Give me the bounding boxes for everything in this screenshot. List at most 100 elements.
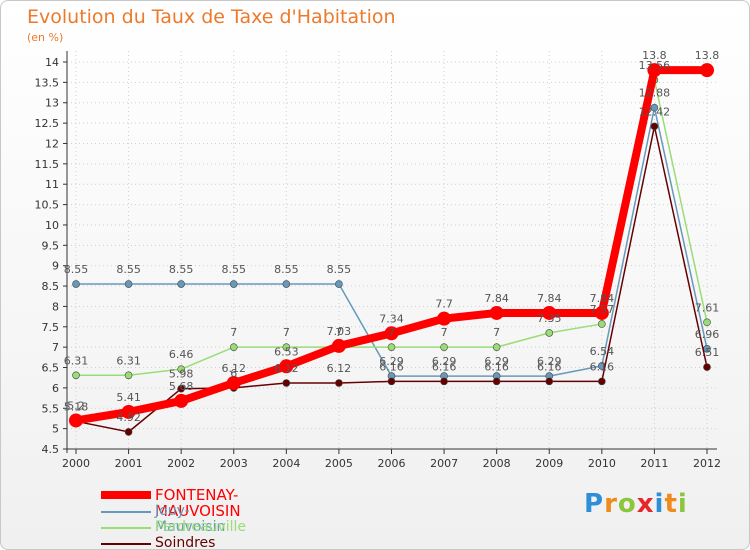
- data-label-perdreauville: 7.61: [695, 301, 720, 314]
- y-tick-label: 6: [52, 382, 59, 395]
- data-label-soindres: 6.16: [379, 360, 404, 373]
- x-tick-label: 2002: [167, 457, 195, 470]
- data-label-soindres: 6.51: [695, 346, 720, 359]
- data-point-soindres: [545, 377, 554, 386]
- x-tick-label: 2010: [588, 457, 616, 470]
- x-tick-label: 2004: [272, 457, 300, 470]
- logo-letter: t: [664, 489, 678, 519]
- proxiti-logo: Proxiti: [584, 489, 688, 519]
- data-point-soindres: [387, 377, 396, 386]
- data-point-fontenay-mauvoisin: [69, 413, 83, 428]
- data-label-soindres: 6.12: [327, 362, 352, 375]
- data-label-soindres: 4.92: [116, 411, 141, 424]
- logo-letter: i: [654, 489, 665, 519]
- data-point-jouy-mauvoisin: [650, 103, 659, 112]
- y-tick-label: 7: [52, 341, 59, 354]
- data-point-fontenay-mauvoisin: [279, 359, 294, 374]
- x-tick-label: 2001: [115, 457, 143, 470]
- y-tick-label: 5: [52, 423, 59, 436]
- x-tick-label: 2005: [325, 457, 353, 470]
- data-point-soindres: [650, 122, 659, 131]
- data-label-fontenay-mauvoisin: 13.8: [695, 49, 720, 62]
- data-point-perdreauville: [492, 343, 501, 351]
- data-label-perdreauville: 6.31: [116, 354, 141, 367]
- data-point-soindres: [703, 363, 711, 371]
- data-point-fontenay-mauvoisin: [489, 305, 504, 320]
- data-point-jouy-mauvoisin: [124, 280, 133, 288]
- data-label-jouy-mauvoisin: 6.96: [695, 328, 720, 341]
- x-tick-label: 2009: [535, 457, 563, 470]
- data-point-soindres: [124, 428, 133, 436]
- legend-label-jouy: Jouy-Mauvoisin: [155, 503, 226, 535]
- data-label-perdreauville: 7: [283, 326, 290, 339]
- y-tick-label: 14: [45, 56, 59, 69]
- data-label-jouy-mauvoisin: 8.55: [222, 263, 247, 276]
- data-point-jouy-mauvoisin: [177, 280, 185, 288]
- data-label-jouy-mauvoisin: 8.55: [116, 263, 141, 276]
- data-label-jouy-mauvoisin: 6.54: [590, 345, 615, 358]
- data-label-soindres: 6.16: [537, 360, 562, 373]
- data-point-perdreauville: [282, 343, 291, 351]
- legend-label-soindres: Soindres: [155, 535, 216, 550]
- y-tick-label: 13: [45, 97, 59, 110]
- data-label-fontenay-mauvoisin: 6.53: [274, 345, 299, 358]
- data-label-perdreauville: 7: [493, 326, 500, 339]
- y-tick-label: 11: [45, 178, 59, 191]
- data-label-jouy-mauvoisin: 6.29: [432, 355, 457, 368]
- data-label-perdreauville: 7: [335, 326, 342, 339]
- data-label-perdreauville: 7: [230, 326, 237, 339]
- line-chart: 4.5 5 5.5 6 6.5 7 7.5 8 8.5 9 9.5 10 10.5 11 11.5 12 12.…: [35, 49, 722, 470]
- x-tick-label: 2011: [640, 457, 668, 470]
- x-tick-label: 2000: [62, 457, 90, 470]
- legend-label-perdreauville: Perdreauville: [155, 519, 247, 535]
- data-label-jouy-mauvoisin: 6.29: [379, 355, 404, 368]
- y-tick-label: 9.5: [42, 239, 60, 252]
- data-label-soindres: 6.16: [484, 360, 509, 373]
- data-point-fontenay-mauvoisin: [174, 393, 189, 408]
- data-point-soindres: [492, 377, 501, 386]
- data-point-soindres: [335, 379, 343, 387]
- data-point-perdreauville: [177, 365, 185, 373]
- data-label-fontenay-mauvoisin: 5.2: [67, 399, 85, 412]
- y-tick-label: 4.5: [42, 443, 60, 456]
- legend-swatch-fontenay: [101, 491, 151, 499]
- data-point-fontenay-mauvoisin: [121, 404, 136, 419]
- x-tick-label: 2012: [693, 457, 721, 470]
- logo-letter: i: [677, 489, 688, 519]
- data-label-soindres: 6: [230, 367, 237, 380]
- logo-letter: x: [636, 489, 655, 519]
- data-point-perdreauville: [387, 343, 396, 351]
- data-label-fontenay-mauvoisin: 13.8: [642, 49, 667, 62]
- data-point-fontenay-mauvoisin: [594, 305, 609, 320]
- data-point-soindres: [440, 377, 448, 386]
- data-label-soindres: 5.98: [169, 368, 194, 381]
- data-point-fontenay-mauvoisin: [437, 311, 452, 326]
- x-tick-label: 2007: [430, 457, 458, 470]
- y-tick-label: 12: [45, 137, 59, 150]
- data-label-fontenay-mauvoisin: 6.12: [222, 362, 247, 375]
- data-point-soindres: [598, 377, 606, 386]
- data-label-fontenay-mauvoisin: 5.41: [116, 391, 141, 404]
- data-label-fontenay-mauvoisin: 5.68: [169, 380, 194, 393]
- data-point-soindres: [282, 379, 291, 387]
- logo-letter: r: [604, 489, 618, 519]
- data-label-perdreauville: 7.57: [590, 303, 615, 316]
- data-point-jouy-mauvoisin: [335, 280, 343, 288]
- y-tick-label: 7.5: [42, 321, 60, 334]
- data-point-fontenay-mauvoisin: [331, 338, 346, 353]
- data-label-jouy-mauvoisin: 12.88: [639, 87, 671, 100]
- data-point-perdreauville: [440, 343, 448, 351]
- data-label-perdreauville: 6.46: [169, 348, 194, 361]
- data-point-perdreauville: [703, 318, 711, 327]
- logo-letter: P: [584, 489, 605, 519]
- data-label-jouy-mauvoisin: 8.55: [169, 263, 194, 276]
- y-tick-label: 8.5: [42, 280, 60, 293]
- data-point-jouy-mauvoisin: [229, 280, 238, 288]
- data-point-jouy-mauvoisin: [282, 280, 291, 288]
- y-tick-label: 9: [52, 260, 59, 273]
- data-label-perdreauville: 13.56: [639, 59, 671, 72]
- x-tick-label: 2008: [483, 457, 511, 470]
- y-tick-label: 8: [52, 300, 59, 313]
- data-point-jouy-mauvoisin: [72, 280, 80, 288]
